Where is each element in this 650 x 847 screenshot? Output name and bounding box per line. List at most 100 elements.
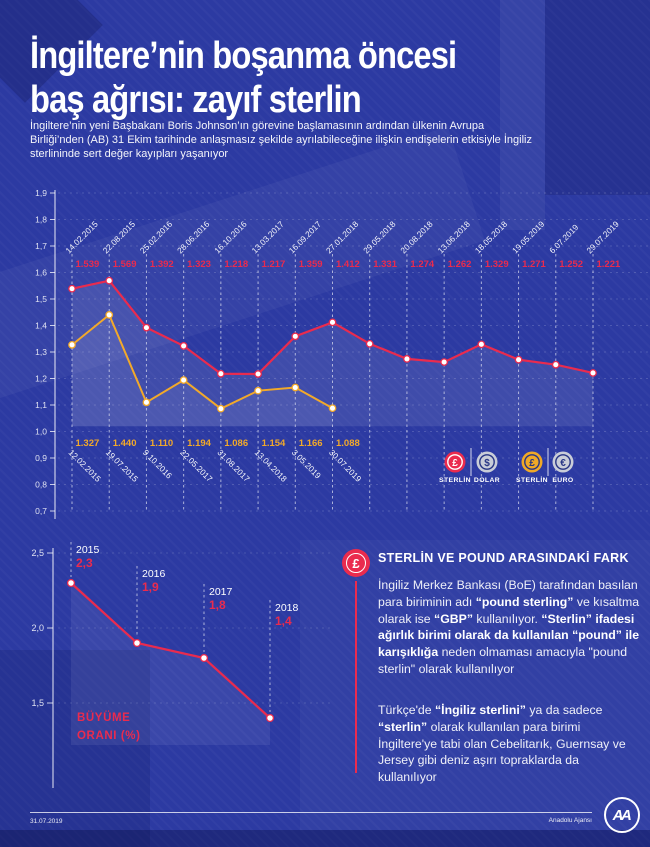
svg-text:22.08.2015: 22.08.2015 [101, 219, 138, 256]
svg-text:1,7: 1,7 [35, 241, 47, 251]
svg-text:1,9: 1,9 [142, 580, 159, 594]
svg-text:2017: 2017 [209, 586, 233, 598]
svg-text:31.08.2017: 31.08.2017 [215, 447, 252, 484]
red-area [72, 280, 593, 427]
svg-text:£: £ [529, 458, 535, 469]
svg-text:13.03.2017: 13.03.2017 [249, 219, 286, 256]
exchange-rate-chart-svg: 1,91,81,71,61,51,41,31,21,11,00,90,80,71… [35, 188, 648, 519]
svg-text:1.412: 1.412 [336, 259, 360, 270]
sterlin-euro-line [71, 313, 333, 410]
title-line-1: İngiltere’nin boşanma öncesi [30, 35, 457, 77]
exchange-rate-chart: 1,9 1,8 1,7 1,6 1,5 1,4 1,3 1,2 1,1 1,0 0,9 0,8 0,7 1… [0, 188, 650, 525]
growth-area [71, 583, 270, 745]
footer-agency-name: Anadolu Ajansı [548, 817, 592, 824]
svg-text:ORANI (%): ORANI (%) [77, 730, 141, 742]
svg-text:$: $ [484, 458, 490, 469]
svg-text:2016: 2016 [142, 568, 166, 580]
svg-text:2,3: 2,3 [76, 556, 93, 570]
svg-text:1.323: 1.323 [187, 259, 211, 270]
svg-text:1.539: 1.539 [76, 259, 100, 270]
background-shape [500, 0, 545, 230]
svg-text:22.05.2017: 22.05.2017 [178, 447, 215, 484]
svg-text:13.04.2018: 13.04.2018 [253, 447, 290, 484]
svg-text:1.569: 1.569 [113, 259, 137, 270]
footer-date: 31.07.2019 [30, 818, 63, 825]
svg-text:27.01.2018: 27.01.2018 [324, 219, 361, 256]
anadolu-agency-logo-icon: AA [604, 797, 640, 833]
svg-text:1.221: 1.221 [597, 259, 621, 270]
svg-text:1,4: 1,4 [275, 614, 292, 628]
svg-text:25.02.2016: 25.02.2016 [138, 219, 175, 256]
svg-text:1.274: 1.274 [410, 259, 434, 270]
grid: 2,5 2,0 1,5 [31, 548, 330, 788]
svg-text:1,8: 1,8 [209, 598, 226, 612]
svg-text:STERLİN: STERLİN [439, 476, 471, 484]
svg-text:1,9: 1,9 [35, 190, 47, 198]
svg-text:29.05.2018: 29.05.2018 [361, 219, 398, 256]
svg-text:1.271: 1.271 [522, 259, 546, 270]
grid: 1,9 1,8 1,7 1,6 1,5 1,4 1,3 1,2 1,1 1,0 0,9 0,8 0,7 [35, 188, 648, 519]
svg-text:1,0: 1,0 [35, 427, 47, 437]
svg-text:1,3: 1,3 [35, 347, 47, 357]
growth-rate-chart: 2,5 2,0 1,5 2015 2,3 2016 1,9 2017 1,8 2018 1,4 BÜY… [0, 540, 340, 800]
svg-text:2018: 2018 [275, 602, 299, 614]
svg-text:12.02.2015: 12.02.2015 [67, 447, 104, 484]
svg-text:1.166: 1.166 [299, 438, 323, 449]
svg-text:1,4: 1,4 [35, 321, 47, 331]
svg-text:DOLAR: DOLAR [474, 477, 500, 484]
svg-text:6.07.2019: 6.07.2019 [547, 222, 580, 255]
svg-text:16.09.2017: 16.09.2017 [287, 219, 324, 256]
svg-text:1.217: 1.217 [262, 259, 286, 270]
svg-text:16.10.2016: 16.10.2016 [212, 219, 249, 256]
infobox-paragraph-2: Türkçe'de “İngiliz sterlini” ya da sadec… [378, 703, 626, 785]
legend: £ STERLİN $ DOLAR £ STERLİN € EURO [439, 448, 574, 484]
background-shape [545, 0, 650, 195]
pound-symbol: £ [346, 553, 366, 573]
title-line-2: baş ağrısı: zayıf sterlin [30, 79, 362, 121]
svg-text:£: £ [452, 458, 458, 469]
yellow-area [72, 314, 333, 427]
svg-text:1,2: 1,2 [35, 374, 47, 384]
svg-text:19.07.2015: 19.07.2015 [104, 447, 141, 484]
svg-text:19.05.2019: 19.05.2019 [510, 219, 547, 256]
svg-text:1.154: 1.154 [262, 438, 286, 449]
svg-text:EURO: EURO [552, 477, 573, 484]
svg-text:1,5: 1,5 [31, 698, 44, 708]
background-shape [0, 650, 150, 847]
svg-text:30.07.2019: 30.07.2019 [327, 447, 364, 484]
svg-text:20.08.2018: 20.08.2018 [398, 219, 435, 256]
svg-text:1.086: 1.086 [224, 438, 248, 449]
svg-text:1,5: 1,5 [35, 294, 47, 304]
svg-text:0,9: 0,9 [35, 453, 47, 463]
svg-text:1.329: 1.329 [485, 259, 509, 270]
svg-text:1.088: 1.088 [336, 438, 360, 449]
svg-text:0,7: 0,7 [35, 506, 47, 516]
svg-text:STERLİN: STERLİN [516, 476, 548, 484]
page-subtitle: İngiltere’nin yeni Başbakanı Boris Johns… [30, 120, 532, 160]
svg-text:2,5: 2,5 [31, 548, 44, 558]
growth-line [70, 582, 271, 719]
svg-text:28.06.2016: 28.06.2016 [175, 219, 212, 256]
svg-text:1,1: 1,1 [35, 400, 47, 410]
svg-text:2015: 2015 [76, 544, 100, 556]
svg-text:1.110: 1.110 [150, 438, 173, 449]
svg-text:1.392: 1.392 [150, 259, 174, 270]
pound-coin-icon: £ [342, 549, 370, 577]
svg-text:1.262: 1.262 [448, 259, 472, 270]
svg-text:18.05.2018: 18.05.2018 [473, 219, 510, 256]
infobox-title: STERLİN VE POUND ARASINDAKİ FARK [378, 551, 629, 565]
footer-divider [30, 812, 592, 813]
svg-text:1.331: 1.331 [373, 259, 397, 270]
svg-text:1,6: 1,6 [35, 268, 47, 278]
svg-text:13.06.2018: 13.06.2018 [435, 219, 472, 256]
svg-text:€: € [560, 458, 566, 469]
svg-text:0,8: 0,8 [35, 480, 47, 490]
svg-text:14.02.2015: 14.02.2015 [63, 219, 100, 256]
svg-text:1,8: 1,8 [35, 215, 47, 225]
svg-text:1.359: 1.359 [299, 259, 323, 270]
svg-text:29.07.2019: 29.07.2019 [584, 219, 621, 256]
svg-text:BÜYÜME: BÜYÜME [77, 711, 130, 724]
